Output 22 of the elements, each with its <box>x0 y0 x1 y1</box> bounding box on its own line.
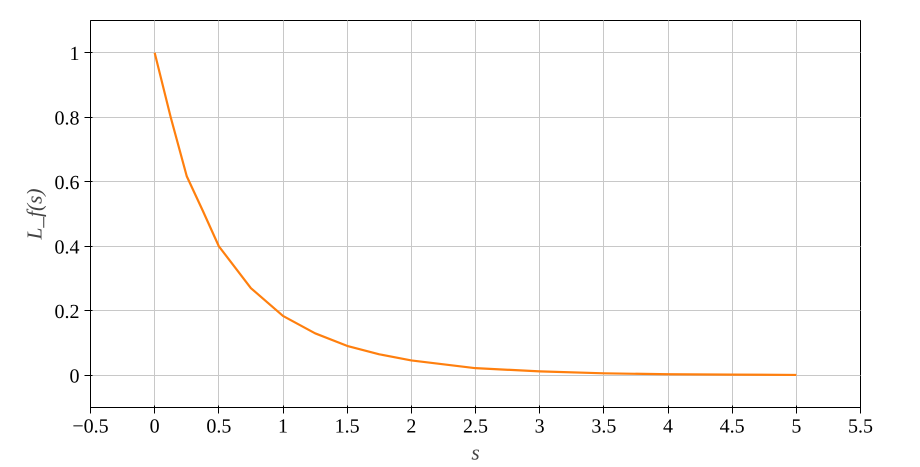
x-tick-label: −0.5 <box>72 416 109 438</box>
y-tick-label: 1 <box>70 42 80 65</box>
y-tick-label: 0 <box>70 365 80 388</box>
x-tick-label: 3.5 <box>591 416 616 438</box>
x-tick-label: 0.5 <box>206 416 232 438</box>
x-tick-label: 2 <box>406 416 416 438</box>
x-tick-label: 5.5 <box>848 416 873 438</box>
x-tick-label: 4.5 <box>720 416 745 438</box>
y-axis-title: L_f(s) <box>22 188 46 240</box>
x-tick-label: 4 <box>663 416 673 438</box>
x-tick-label: 2.5 <box>463 416 488 438</box>
x-axis-title: s <box>471 440 480 464</box>
y-tick-label: 0.4 <box>54 236 80 258</box>
x-tick-label: 3 <box>534 416 545 438</box>
x-tick-label: 5 <box>791 416 802 438</box>
y-tick-label: 0.8 <box>54 107 80 130</box>
x-tick-label: 1 <box>278 416 288 438</box>
x-tick-label: 1.5 <box>334 416 360 438</box>
y-tick-label: 0.6 <box>54 172 80 194</box>
x-tick-label: 0 <box>150 416 160 438</box>
y-tick-label: 0.2 <box>54 300 80 323</box>
line-series <box>154 52 798 376</box>
